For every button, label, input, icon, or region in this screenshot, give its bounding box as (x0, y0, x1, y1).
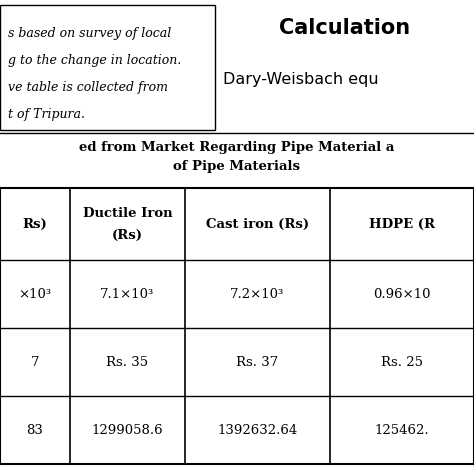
Text: of Pipe Materials: of Pipe Materials (173, 160, 301, 173)
Text: Ductile Iron: Ductile Iron (82, 207, 173, 219)
Text: ×10³: ×10³ (18, 288, 52, 301)
Text: 83: 83 (27, 423, 44, 437)
Text: 125462.: 125462. (374, 423, 429, 437)
Text: Rs. 37: Rs. 37 (237, 356, 279, 368)
Text: 7.2×10³: 7.2×10³ (230, 288, 284, 301)
Text: 1299058.6: 1299058.6 (91, 423, 164, 437)
Text: 0.96×10: 0.96×10 (373, 288, 431, 301)
Text: ed from Market Regarding Pipe Material a: ed from Market Regarding Pipe Material a (79, 141, 395, 154)
Text: HDPE (R: HDPE (R (369, 218, 435, 230)
Text: Dary-Weisbach equ: Dary-Weisbach equ (223, 72, 379, 87)
Text: Rs. 35: Rs. 35 (107, 356, 148, 368)
Text: Rs): Rs) (23, 218, 47, 230)
Text: 1392632.64: 1392632.64 (218, 423, 298, 437)
Text: 7.1×10³: 7.1×10³ (100, 288, 155, 301)
Text: s based on survey of local: s based on survey of local (8, 27, 171, 40)
Text: (Rs): (Rs) (112, 228, 143, 241)
Text: Rs. 25: Rs. 25 (381, 356, 423, 368)
Bar (0, 5, 215, 130)
Text: Calculation: Calculation (279, 18, 410, 38)
Text: g to the change in location.: g to the change in location. (8, 54, 181, 67)
Text: ve table is collected from: ve table is collected from (8, 81, 168, 94)
Text: t of Tripura.: t of Tripura. (8, 108, 85, 121)
Text: Cast iron (Rs): Cast iron (Rs) (206, 218, 309, 230)
Text: 7: 7 (31, 356, 39, 368)
